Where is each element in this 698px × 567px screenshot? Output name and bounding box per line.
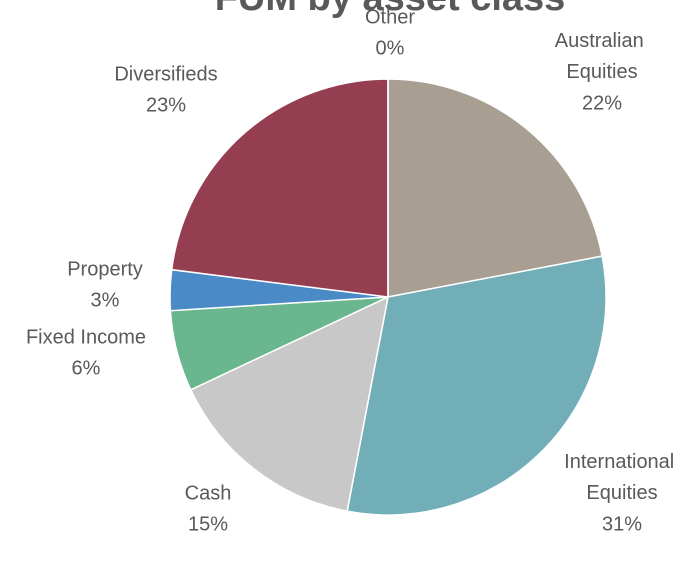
slice-category-label: International Equities: [564, 451, 680, 504]
slice-category-label: Fixed Income: [26, 326, 146, 348]
slice-value-label: 6%: [72, 357, 101, 379]
slice-value-label: 23%: [146, 94, 186, 116]
pie-slice: [189, 295, 390, 513]
slice-category-label: Diversifieds: [114, 63, 217, 85]
slice-category-label: Australian Equities: [555, 30, 650, 83]
pie-slice: [170, 78, 389, 298]
chart-title: FUM by asset class: [215, 0, 566, 19]
slice-value-label: 22%: [582, 92, 622, 114]
slice-value-label: 31%: [602, 513, 642, 535]
slice-value-label: 3%: [91, 289, 120, 311]
slice-value-label: 0%: [376, 37, 405, 59]
slice-category-label: Property: [67, 258, 143, 280]
pie-slice: [346, 255, 607, 516]
slice-value-label: 15%: [188, 513, 228, 535]
pie-slice: [387, 78, 604, 298]
slice-category-label: Other: [365, 6, 415, 28]
slice-category-label: Cash: [185, 482, 232, 504]
